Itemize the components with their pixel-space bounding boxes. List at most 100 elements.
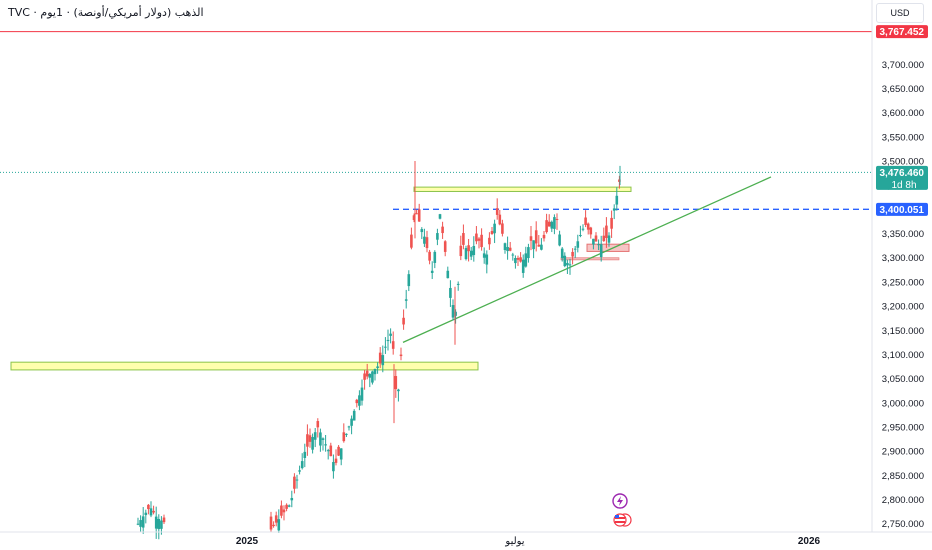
candle-body (425, 237, 429, 249)
candle-body (417, 209, 421, 222)
candle-body (397, 389, 400, 392)
red-level-price-label: 3,767.452 (880, 27, 925, 38)
candle-body (378, 352, 382, 364)
symbol-title[interactable]: TVC · الذهب (دولار أمريكي/أونصة) · 1يوم (8, 6, 204, 19)
candle-body (501, 223, 504, 234)
candle-body (472, 245, 476, 256)
candle-body (337, 446, 340, 456)
candle-body (352, 410, 356, 421)
candle-body (438, 214, 442, 219)
candle-body (469, 250, 473, 257)
candle-body (399, 354, 403, 357)
candle-body (136, 523, 140, 525)
price-tick-label: 3,050.000 (882, 374, 924, 385)
candle-body (618, 179, 621, 182)
candle-body (360, 387, 364, 401)
candle-body (508, 247, 512, 251)
candle-body (495, 208, 499, 215)
price-tick-label: 2,750.000 (882, 519, 924, 530)
candle-body (540, 244, 543, 250)
candle-body (319, 432, 322, 446)
candle-body (290, 497, 294, 501)
candle-body (339, 448, 343, 460)
candle-body (449, 287, 452, 298)
zone-resistance (413, 186, 632, 192)
candle-body (282, 509, 286, 513)
candle-body (300, 461, 304, 469)
last-price-label: 3,476.460 (880, 168, 925, 179)
candle-body (430, 270, 434, 273)
zone-support (10, 361, 479, 371)
candle-body (615, 195, 619, 205)
candle-body (358, 395, 361, 406)
candle-body (332, 462, 335, 472)
candle-body (345, 433, 348, 435)
candle-body (394, 376, 398, 390)
flag-stripe (615, 521, 625, 523)
candle-body (602, 235, 606, 242)
candle-body (139, 520, 142, 527)
candle-body (272, 524, 275, 527)
candle-body (581, 228, 585, 230)
candle-body (532, 240, 535, 250)
candle-body (521, 259, 525, 273)
candle-body (287, 505, 291, 507)
candle-body (451, 305, 455, 318)
candle-body (605, 225, 608, 238)
candle-body (563, 255, 567, 267)
candle-body (594, 235, 598, 242)
candle-body (599, 244, 603, 258)
candle-body (386, 339, 390, 342)
candle-body (446, 270, 450, 279)
price-tick-label: 2,800.000 (882, 495, 924, 506)
candle-body (334, 458, 338, 463)
trendline (402, 176, 772, 343)
candle-body (514, 257, 517, 264)
candle-body (475, 233, 478, 242)
candle-body (566, 262, 569, 266)
plot-area (0, 31, 872, 371)
candle-body (306, 434, 309, 447)
candle-body (490, 231, 494, 234)
candle-body (443, 241, 447, 252)
candle-body (436, 233, 439, 240)
price-tick-label: 3,700.000 (882, 60, 924, 71)
price-tick-label: 3,300.000 (882, 253, 924, 264)
event-markers (612, 493, 632, 527)
candle-body (293, 476, 296, 489)
candle-body (454, 311, 457, 316)
candle-body (568, 264, 572, 266)
candle-body (584, 217, 587, 225)
candle-body (579, 234, 582, 237)
price-tick-label: 3,350.000 (882, 229, 924, 240)
candle-body (524, 253, 528, 267)
price-tick-label: 3,650.000 (882, 84, 924, 95)
candle-body (607, 235, 611, 243)
candle-body (381, 355, 385, 366)
candle-body (313, 432, 317, 440)
candle-body (480, 234, 483, 248)
price-tick-label: 3,600.000 (882, 108, 924, 119)
candle-body (415, 213, 418, 215)
candle-body (493, 223, 496, 234)
candle-body (269, 516, 273, 530)
candle-body (342, 432, 346, 442)
candle-body (529, 236, 533, 241)
price-tick-label: 3,550.000 (882, 132, 924, 143)
candle-body (610, 217, 613, 229)
candle-body (277, 519, 281, 531)
candle-body (576, 241, 580, 248)
price-tick-label: 3,200.000 (882, 302, 924, 313)
price-tick-label: 3,500.000 (882, 157, 924, 168)
time-tick-label: 2025 (236, 536, 259, 547)
currency-button[interactable]: USD (876, 3, 924, 23)
candle-body (285, 504, 288, 509)
candle-body (542, 234, 546, 239)
candle-body (433, 251, 437, 263)
candle-body (467, 245, 470, 252)
candle-body (303, 451, 307, 458)
candle-body (298, 470, 301, 472)
candle-body (550, 221, 554, 229)
